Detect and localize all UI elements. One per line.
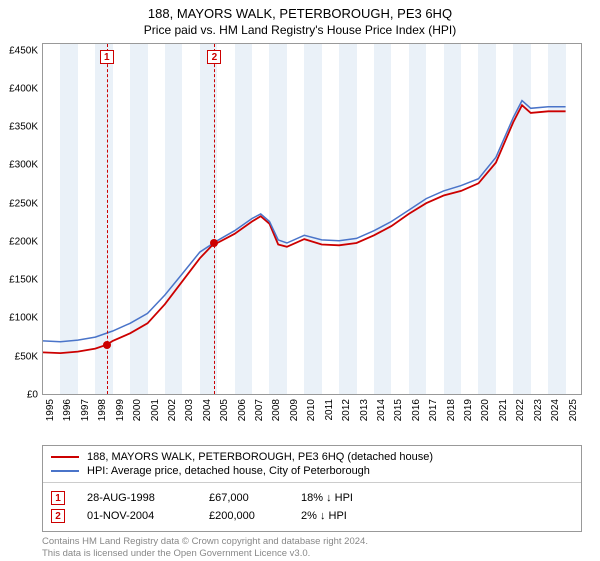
legend-series-row: HPI: Average price, detached house, City… [51,464,573,478]
legend-sale-row: 2 01-NOV-2004 £200,000 2% ↓ HPI [51,507,573,525]
x-tick-label: 2007 [254,399,265,421]
y-tick-label: £350K [9,122,38,133]
sale-marker-box: 1 [100,50,114,64]
legend: 188, MAYORS WALK, PETERBOROUGH, PE3 6HQ … [42,445,582,532]
x-tick-label: 2000 [132,399,143,421]
x-tick-label: 2017 [428,399,439,421]
sale-date: 01-NOV-2004 [87,510,187,522]
x-tick-label: 1999 [115,399,126,421]
legend-label: 188, MAYORS WALK, PETERBOROUGH, PE3 6HQ … [87,451,433,463]
y-tick-label: £450K [9,45,38,56]
x-tick-label: 2015 [393,399,404,421]
x-tick-label: 2003 [184,399,195,421]
sale-marker-box: 1 [51,491,65,505]
x-tick-label: 2024 [550,399,561,421]
sale-vline [214,44,215,394]
plot-area: 12 [42,43,582,395]
x-tick-label: 2009 [289,399,300,421]
sale-dot [103,341,111,349]
y-tick-label: £200K [9,236,38,247]
legend-swatch [51,470,79,472]
legend-label: HPI: Average price, detached house, City… [87,465,370,477]
sale-price: £200,000 [209,510,279,522]
line-series-svg [43,44,583,396]
legend-sale-row: 1 28-AUG-1998 £67,000 18% ↓ HPI [51,489,573,507]
x-axis: 1995 1996 1997 1998 1999 2000 2001 2002 2003 2004… [42,395,582,443]
x-tick-label: 2013 [359,399,370,421]
x-tick-label: 1996 [62,399,73,421]
x-tick-label: 2018 [446,399,457,421]
legend-sales: 1 28-AUG-1998 £67,000 18% ↓ HPI 2 01-NOV-2004… [43,483,581,531]
sale-price: £67,000 [209,492,279,504]
sale-marker-box: 2 [207,50,221,64]
x-tick-label: 2016 [411,399,422,421]
x-tick-label: 2023 [533,399,544,421]
y-tick-label: £400K [9,83,38,94]
x-tick-label: 2025 [568,399,579,421]
y-tick-label: £100K [9,313,38,324]
x-tick-label: 2020 [480,399,491,421]
x-tick-label: 2022 [515,399,526,421]
x-tick-label: 2008 [271,399,282,421]
sale-date: 28-AUG-1998 [87,492,187,504]
x-tick-label: 2001 [150,399,161,421]
legend-swatch [51,456,79,458]
x-tick-label: 2010 [306,399,317,421]
y-tick-label: £150K [9,275,38,286]
sale-marker-box: 2 [51,509,65,523]
series-line [43,105,566,353]
x-tick-label: 1998 [97,399,108,421]
y-tick-label: £0 [27,390,38,401]
y-tick-label: £50K [15,351,38,362]
x-tick-label: 2004 [202,399,213,421]
chart-container: 188, MAYORS WALK, PETERBOROUGH, PE3 6HQ … [0,0,600,561]
x-tick-label: 2021 [498,399,509,421]
footer-line1: Contains HM Land Registry data © Crown c… [42,536,582,548]
x-tick-label: 1997 [80,399,91,421]
footer: Contains HM Land Registry data © Crown c… [42,536,582,561]
sale-diff: 18% ↓ HPI [301,492,353,504]
x-tick-label: 2014 [376,399,387,421]
x-tick-label: 2012 [341,399,352,421]
legend-series: 188, MAYORS WALK, PETERBOROUGH, PE3 6HQ … [43,446,581,483]
x-tick-label: 2006 [237,399,248,421]
footer-line2: This data is licensed under the Open Gov… [42,548,582,560]
sale-dot [210,239,218,247]
x-tick-label: 1995 [45,399,56,421]
chart-subtitle: Price paid vs. HM Land Registry's House … [0,21,600,43]
y-axis: £0£50K£100K£150K£200K£250K£300K£350K£400… [0,43,42,395]
x-tick-label: 2002 [167,399,178,421]
chart-title: 188, MAYORS WALK, PETERBOROUGH, PE3 6HQ [0,0,600,21]
x-tick-label: 2011 [324,399,335,421]
y-tick-label: £300K [9,160,38,171]
series-line [43,101,566,342]
x-tick-label: 2005 [219,399,230,421]
sale-diff: 2% ↓ HPI [301,510,347,522]
y-tick-label: £250K [9,198,38,209]
x-tick-label: 2019 [463,399,474,421]
legend-series-row: 188, MAYORS WALK, PETERBOROUGH, PE3 6HQ … [51,450,573,464]
